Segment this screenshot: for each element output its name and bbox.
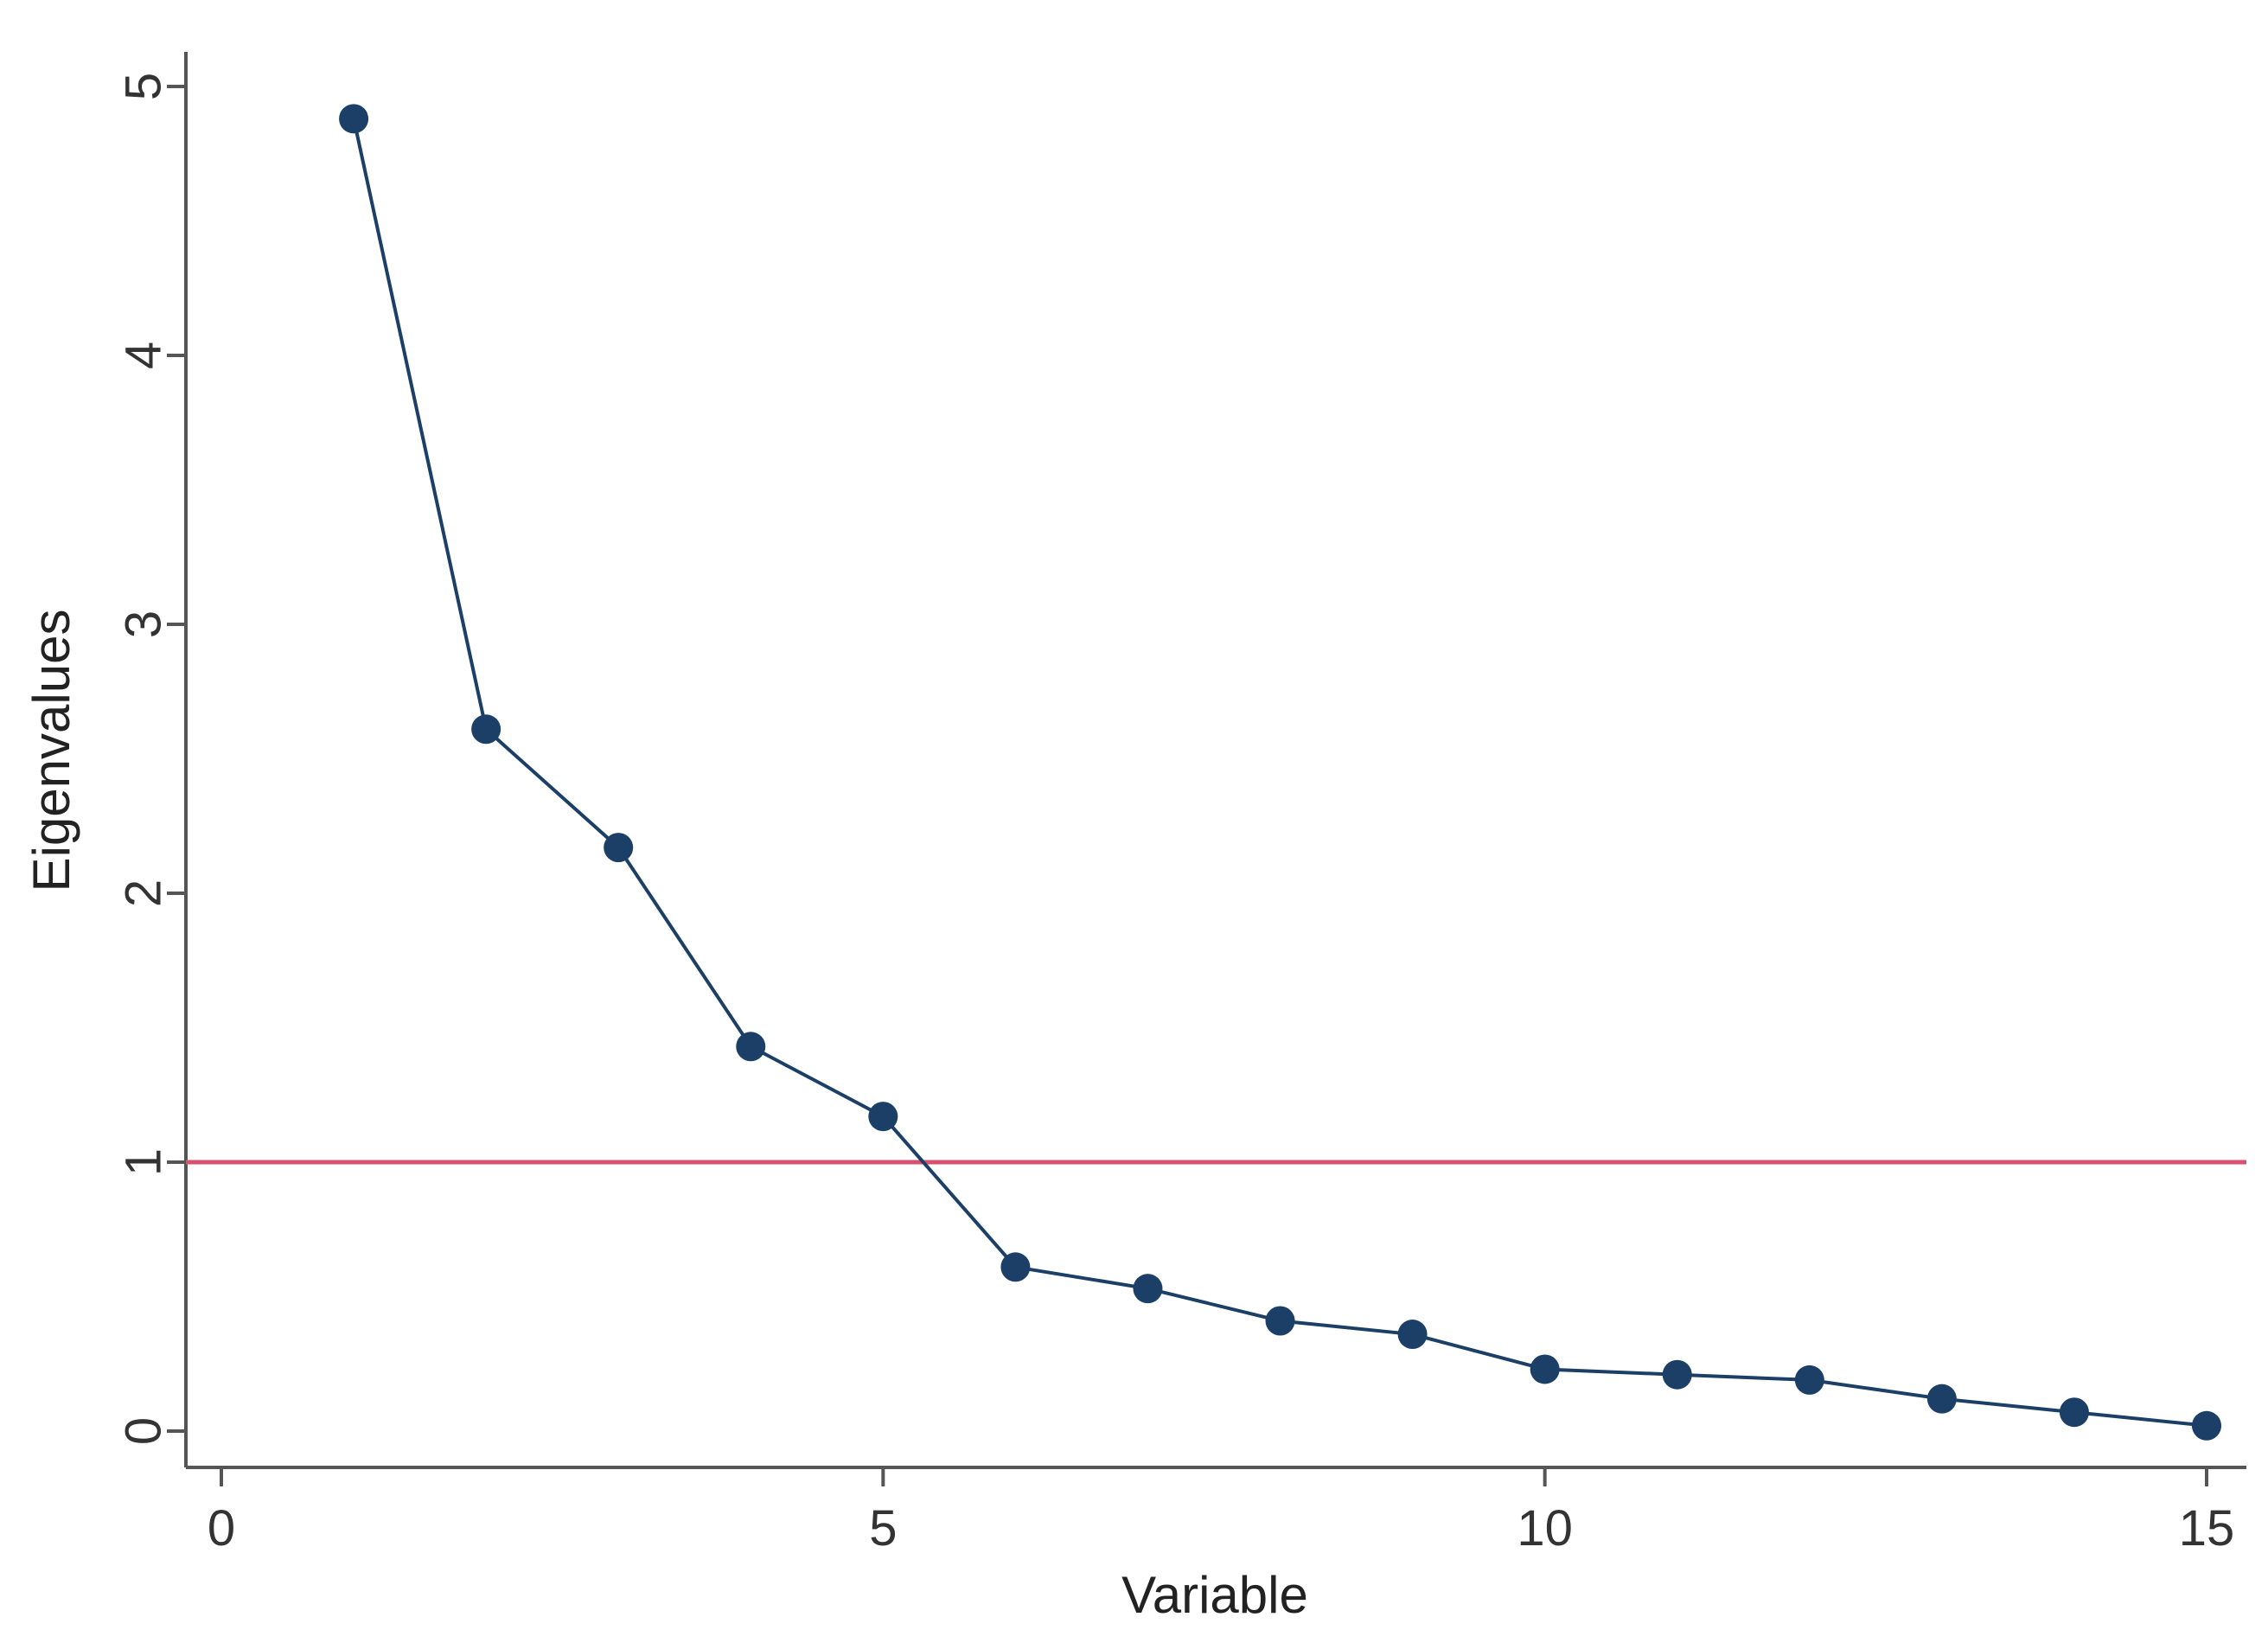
y-axis-ticks: 0 1 2 3 4 5 <box>115 73 186 1445</box>
y-axis-title: Eigenvalues <box>22 610 80 892</box>
data-point <box>1794 1365 1824 1395</box>
data-point <box>1662 1359 1692 1390</box>
y-tick-label: 3 <box>115 610 171 638</box>
data-point <box>1926 1384 1957 1414</box>
plot-area: 0 1 2 3 4 5 0 5 10 15 <box>115 52 2246 1556</box>
y-tick-label: 4 <box>115 342 171 369</box>
data-point <box>2192 1410 2221 1441</box>
data-point <box>604 833 634 863</box>
data-point <box>1397 1320 1428 1350</box>
x-axis-ticks: 0 5 10 15 <box>208 1467 2234 1556</box>
data-point <box>2059 1397 2089 1428</box>
data-point <box>736 1032 766 1062</box>
y-tick-label: 1 <box>115 1148 171 1176</box>
x-axis-title: Variable <box>1121 1566 1308 1624</box>
x-tick-label: 0 <box>208 1500 235 1556</box>
data-point <box>471 714 502 745</box>
eigenvalue-series-line <box>352 118 2207 1428</box>
data-point <box>868 1102 898 1132</box>
eigenvalue-points <box>339 104 2221 1441</box>
x-tick-label: 5 <box>869 1500 897 1556</box>
y-tick-label: 0 <box>115 1417 171 1445</box>
y-tick-label: 2 <box>115 879 171 907</box>
x-tick-label: 10 <box>1517 1500 1573 1556</box>
y-tick-label: 5 <box>115 73 171 100</box>
data-point <box>339 104 369 134</box>
data-point <box>1530 1354 1560 1384</box>
data-point <box>1133 1274 1163 1304</box>
x-tick-label: 15 <box>2179 1500 2235 1556</box>
data-point <box>1265 1306 1295 1336</box>
data-point <box>1000 1252 1031 1282</box>
